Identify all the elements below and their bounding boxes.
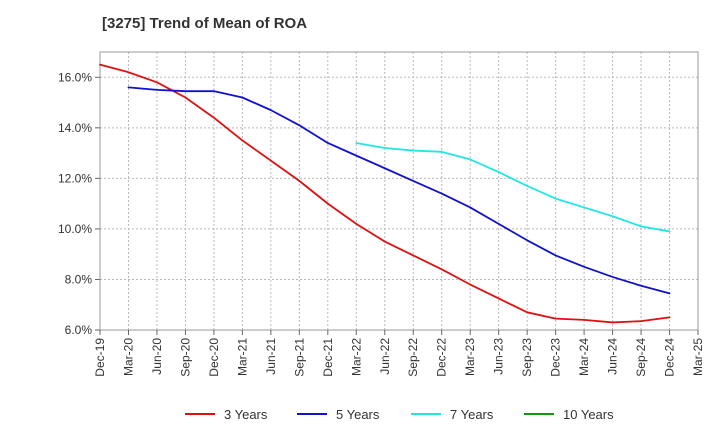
legend-label-7-years: 7 Years bbox=[450, 407, 494, 422]
chart-title: [3275] Trend of Mean of ROA bbox=[102, 15, 308, 32]
y-tick-label: 12.0% bbox=[58, 171, 92, 185]
x-tick-label: Dec-21 bbox=[321, 338, 335, 377]
y-tick-label: 14.0% bbox=[58, 121, 92, 135]
x-tick-label: Dec-20 bbox=[207, 338, 221, 377]
series-line-7-years bbox=[355, 142, 671, 233]
x-tick-label: Dec-19 bbox=[93, 338, 107, 377]
y-tick-label: 8.0% bbox=[65, 272, 93, 286]
x-tick-label: Jun-23 bbox=[492, 338, 506, 375]
x-tick-label: Mar-21 bbox=[235, 338, 249, 376]
x-tick-label: Jun-20 bbox=[150, 338, 164, 375]
y-tick-label: 10.0% bbox=[58, 222, 92, 236]
x-tick-label: Sep-22 bbox=[406, 338, 420, 377]
grid-lines bbox=[100, 52, 698, 330]
legend-label-5-years: 5 Years bbox=[336, 407, 380, 422]
x-axis: Dec-19 Mar-20 Jun-20 Sep-20 Dec-20 Mar-21 Jun-… bbox=[93, 330, 705, 377]
x-tick-label: Dec-24 bbox=[663, 338, 677, 377]
y-axis: 6.0% 8.0% 10.0% 12.0% 14.0% 16.0% bbox=[58, 70, 100, 337]
x-tick-label: Mar-20 bbox=[121, 338, 135, 376]
x-tick-label: Dec-22 bbox=[435, 338, 449, 377]
legend: 3 Years 5 Years 7 Years 10 Years bbox=[185, 407, 614, 422]
x-tick-label: Sep-21 bbox=[292, 338, 306, 377]
x-tick-label: Jun-24 bbox=[606, 338, 620, 375]
series-line-3-years bbox=[99, 63, 671, 324]
x-tick-label: Jun-22 bbox=[378, 338, 392, 375]
y-tick-label: 16.0% bbox=[58, 70, 92, 84]
x-tick-label: Sep-23 bbox=[520, 338, 534, 377]
series-lines bbox=[99, 63, 671, 324]
x-tick-label: Mar-25 bbox=[691, 338, 705, 376]
plot-frame bbox=[99, 51, 699, 331]
x-tick-label: Sep-20 bbox=[178, 338, 192, 377]
x-tick-label: Jun-21 bbox=[264, 338, 278, 375]
legend-label-3-years: 3 Years bbox=[224, 407, 268, 422]
series-line-5-years bbox=[127, 86, 671, 295]
x-tick-label: Dec-23 bbox=[549, 338, 563, 377]
x-tick-label: Mar-24 bbox=[577, 338, 591, 376]
x-tick-label: Mar-22 bbox=[349, 338, 363, 376]
legend-label-10-years: 10 Years bbox=[563, 407, 614, 422]
y-tick-label: 6.0% bbox=[65, 323, 93, 337]
x-tick-label: Mar-23 bbox=[463, 338, 477, 376]
x-tick-label: Sep-24 bbox=[634, 338, 648, 377]
